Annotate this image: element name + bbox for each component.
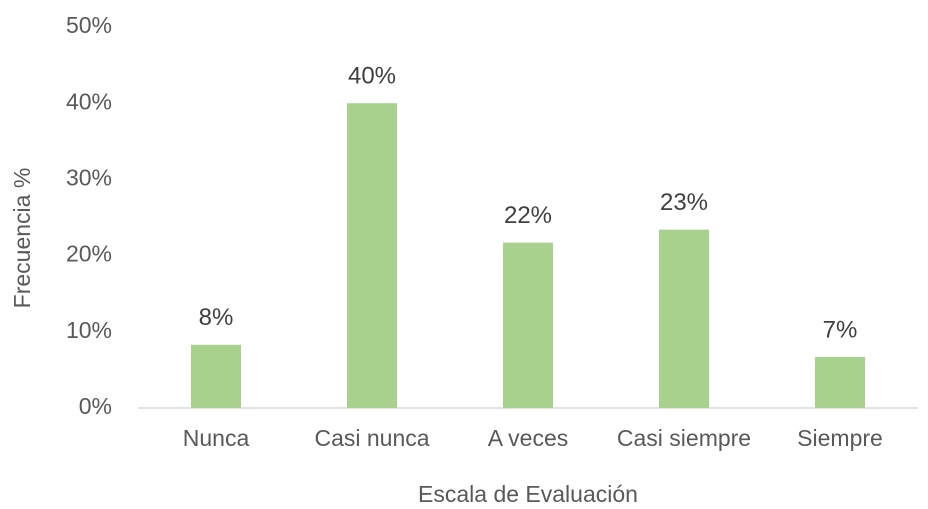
- data-label: 40%: [348, 63, 396, 90]
- x-axis-title: Escala de Evaluación: [418, 481, 638, 507]
- data-label: 22%: [504, 202, 552, 229]
- data-label: 23%: [660, 189, 708, 216]
- y-tick-label: 50%: [66, 12, 112, 38]
- y-tick-label: 30%: [66, 164, 112, 190]
- bar: [191, 344, 241, 408]
- bar: [347, 103, 397, 408]
- x-tick-label: Casi nunca: [314, 425, 429, 451]
- x-tick-label: A veces: [488, 425, 569, 451]
- y-axis-title: Frecuencia %: [9, 168, 35, 309]
- x-tick-label: Nunca: [183, 425, 250, 451]
- bar: [815, 356, 865, 408]
- y-tick-label: 0%: [79, 393, 112, 419]
- data-label: 8%: [199, 304, 234, 331]
- y-tick-label: 20%: [66, 241, 112, 267]
- data-label: 7%: [823, 316, 858, 343]
- x-tick-label: Siempre: [797, 425, 883, 451]
- y-tick-label: 40%: [66, 88, 112, 114]
- x-tick-label: Casi siempre: [617, 425, 751, 451]
- y-tick-label: 10%: [66, 317, 112, 343]
- bar: [659, 229, 709, 408]
- bar: [503, 242, 553, 408]
